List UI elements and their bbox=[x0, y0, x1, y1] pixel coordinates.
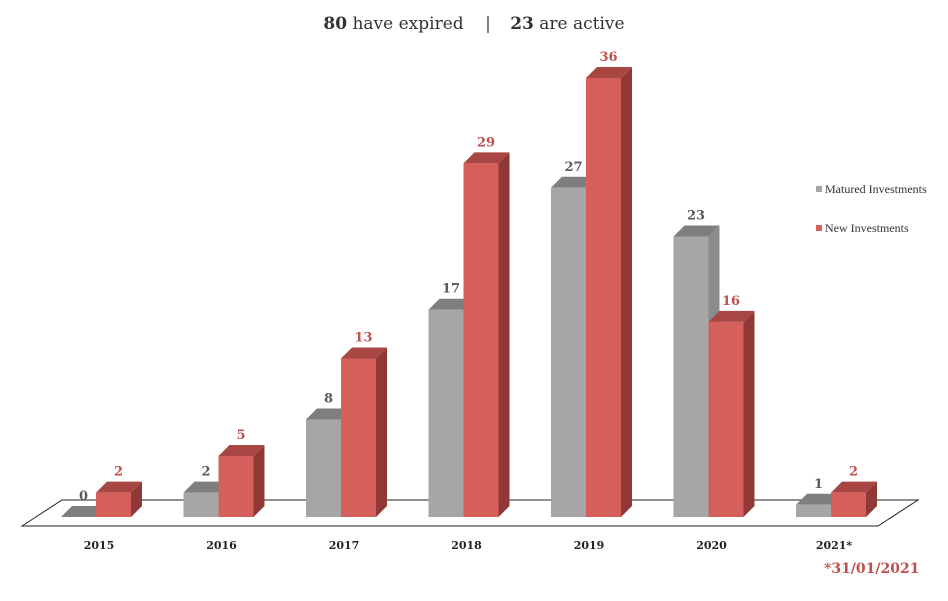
new-bar-6 bbox=[831, 481, 877, 517]
x-tick-label-6: 2021* bbox=[816, 539, 853, 552]
x-tick-label-3: 2018 bbox=[451, 539, 482, 552]
x-tick-label-4: 2019 bbox=[574, 539, 605, 552]
legend-label-new: New Investments bbox=[825, 220, 909, 235]
new-bar-5 bbox=[708, 310, 755, 517]
new-bar-front-6 bbox=[831, 492, 866, 517]
legend-item-matured: Matured Investments bbox=[816, 181, 927, 197]
new-bar-front-3 bbox=[463, 163, 499, 517]
matured-bar-top-2 bbox=[306, 408, 352, 420]
expired-count: 80 bbox=[323, 14, 348, 34]
new-bar-0 bbox=[96, 481, 142, 517]
matured-data-label-6: 1 bbox=[814, 477, 823, 492]
new-bar-top-5 bbox=[708, 310, 755, 322]
new-data-label-4: 36 bbox=[599, 50, 617, 65]
new-bar-top-0 bbox=[96, 481, 142, 493]
new-bar-side-2 bbox=[376, 347, 387, 517]
new-bar-side-6 bbox=[866, 481, 877, 517]
expired-text: have expired bbox=[352, 14, 464, 34]
matured-bar-0 bbox=[61, 506, 107, 517]
matured-bar-front-1 bbox=[183, 492, 219, 517]
new-bar-4 bbox=[586, 67, 632, 517]
new-bar-front-2 bbox=[341, 358, 376, 517]
new-bar-front-4 bbox=[586, 78, 621, 517]
new-data-label-0: 2 bbox=[114, 465, 123, 480]
new-bar-side-3 bbox=[498, 152, 510, 517]
matured-bar-top-1 bbox=[183, 481, 230, 493]
matured-data-label-1: 2 bbox=[201, 465, 210, 480]
legend-swatch-matured bbox=[816, 186, 822, 192]
legend-label-matured: Matured Investments bbox=[825, 181, 927, 196]
matured-bar-top-4 bbox=[551, 176, 597, 188]
matured-bar-front-3 bbox=[428, 309, 464, 517]
new-data-label-2: 13 bbox=[354, 330, 372, 345]
matured-bar-front-6 bbox=[796, 504, 831, 517]
active-count: 23 bbox=[510, 14, 534, 34]
matured-bar-top-5 bbox=[673, 225, 720, 237]
new-bar-top-1 bbox=[218, 445, 265, 457]
new-bar-side-0 bbox=[131, 481, 142, 517]
new-bar-top-2 bbox=[341, 347, 387, 359]
matured-bar-top-0 bbox=[61, 506, 107, 517]
chart-legend: Matured Investments New Investments bbox=[816, 181, 927, 259]
matured-data-label-0: 0 bbox=[79, 489, 88, 504]
legend-swatch-new bbox=[816, 225, 822, 231]
chart-header: 80 have expired | 23 are active bbox=[0, 14, 948, 34]
header-separator: | bbox=[485, 14, 491, 34]
new-bar-top-6 bbox=[831, 481, 877, 493]
active-text: are active bbox=[539, 14, 625, 34]
x-tick-label-1: 2016 bbox=[206, 539, 237, 552]
matured-data-label-4: 27 bbox=[564, 160, 582, 175]
date-footnote: *31/01/2021 bbox=[824, 561, 920, 577]
matured-data-label-2: 8 bbox=[324, 391, 333, 406]
new-bar-side-5 bbox=[743, 310, 755, 517]
matured-bar-front-5 bbox=[673, 236, 709, 517]
new-data-label-6: 2 bbox=[849, 465, 858, 480]
new-data-label-3: 29 bbox=[477, 135, 495, 150]
new-data-label-5: 16 bbox=[722, 294, 740, 309]
new-bar-front-5 bbox=[708, 321, 744, 517]
new-bar-side-4 bbox=[621, 67, 632, 517]
new-bar-front-1 bbox=[218, 456, 254, 517]
matured-bar-top-6 bbox=[796, 493, 842, 505]
new-bar-front-0 bbox=[96, 492, 131, 517]
new-bar-3 bbox=[463, 152, 510, 517]
new-bar-side-1 bbox=[253, 445, 265, 517]
matured-data-label-5: 23 bbox=[687, 209, 705, 224]
matured-data-label-3: 17 bbox=[442, 282, 460, 297]
matured-bar-front-4 bbox=[551, 187, 586, 517]
new-bar-1 bbox=[218, 445, 265, 517]
new-bar-2 bbox=[341, 347, 387, 517]
matured-bar-front-2 bbox=[306, 419, 341, 517]
new-bar-top-3 bbox=[463, 152, 510, 164]
new-bar-top-4 bbox=[586, 67, 632, 78]
legend-item-new: New Investments bbox=[816, 220, 927, 236]
x-tick-label-5: 2020 bbox=[696, 539, 727, 552]
matured-bar-top-3 bbox=[428, 298, 475, 310]
new-data-label-1: 5 bbox=[236, 428, 245, 443]
x-tick-label-0: 2015 bbox=[84, 539, 115, 552]
x-tick-label-2: 2017 bbox=[329, 539, 360, 552]
